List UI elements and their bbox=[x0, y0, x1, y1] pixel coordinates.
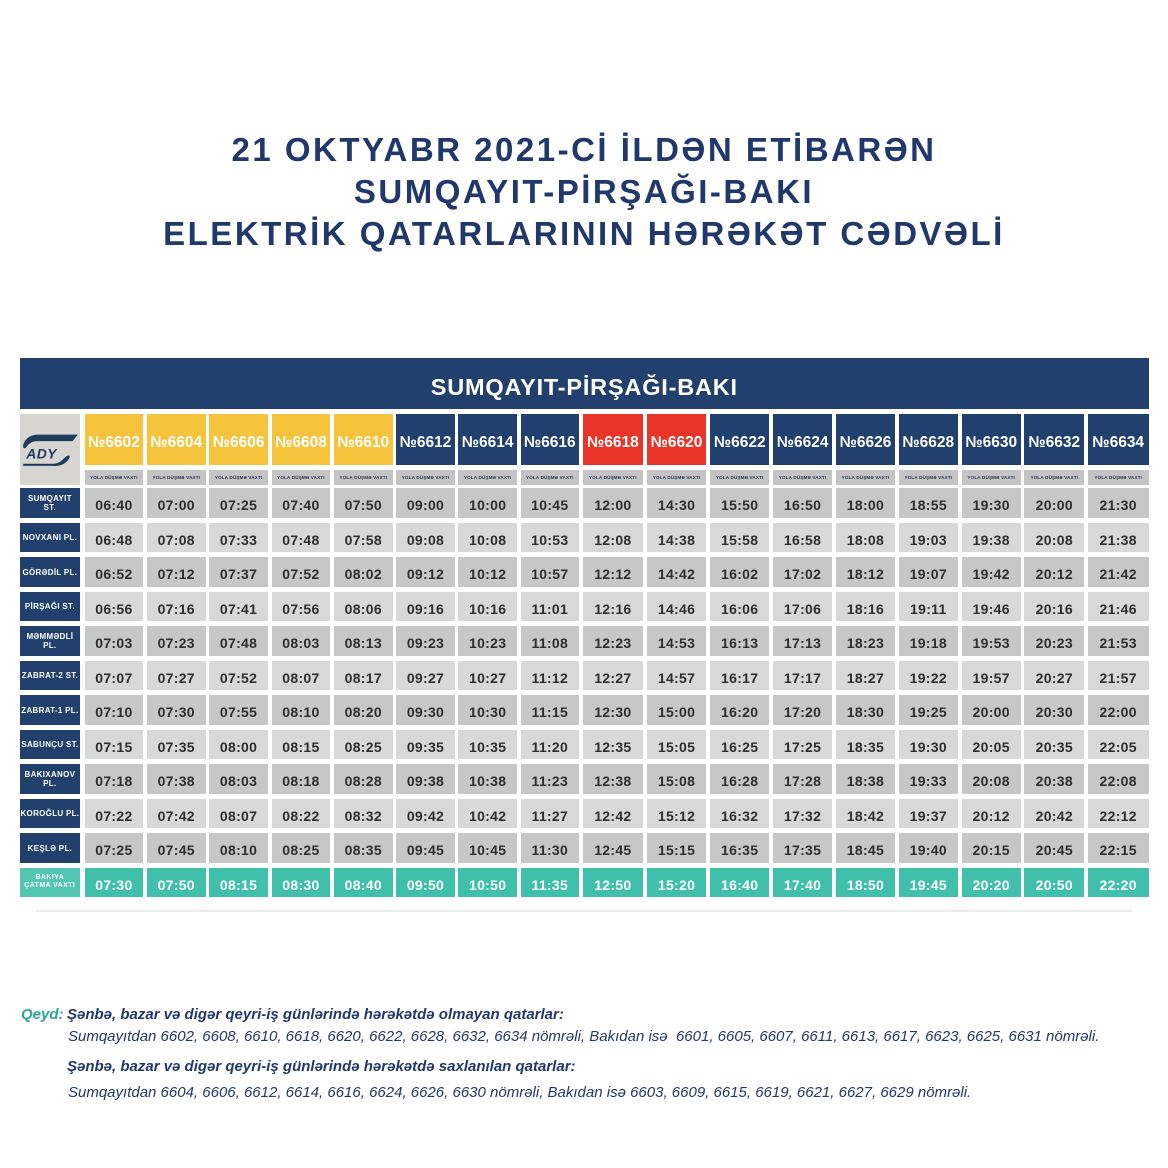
svg-text:ADY: ADY bbox=[25, 445, 58, 461]
